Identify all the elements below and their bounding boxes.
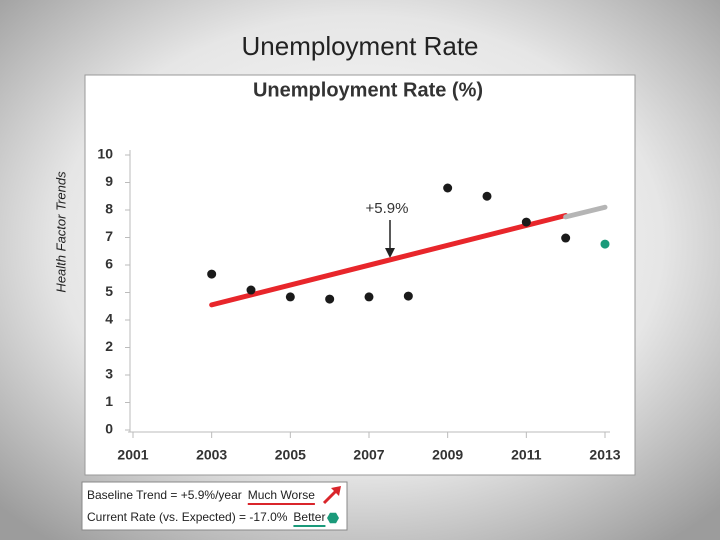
y-tick-label: 2 (105, 338, 113, 354)
x-tick-label: 2011 (511, 447, 542, 463)
side-label: Health Factor Trends (53, 171, 68, 293)
y-tick-label: 1 (105, 393, 113, 409)
key-icon (327, 512, 339, 524)
data-point (561, 233, 571, 243)
key-icon-head (331, 486, 341, 496)
data-point (207, 269, 217, 279)
data-point (325, 294, 335, 304)
y-tick-label: 3 (105, 366, 113, 382)
x-tick-label: 2003 (196, 447, 227, 463)
y-tick-label: 10 (97, 146, 113, 162)
slide-title: Unemployment Rate (242, 31, 479, 61)
x-tick-label: 2009 (432, 447, 463, 463)
key-rating: Better (293, 510, 325, 524)
x-tick-label: 2005 (275, 447, 306, 463)
chart-frame (84, 74, 636, 476)
key-icon (322, 488, 339, 505)
key-text: Baseline Trend = +5.9%/year (87, 488, 242, 502)
data-point (246, 285, 256, 295)
x-tick-label: 2007 (353, 447, 384, 463)
data-point (364, 292, 374, 302)
key-rating: Much Worse (248, 488, 315, 502)
trend-line (209, 213, 569, 308)
y-tick-label: 8 (105, 201, 113, 217)
key-text: Current Rate (vs. Expected) = -17.0% (87, 510, 288, 524)
y-tick-label: 9 (105, 173, 113, 189)
expected-point (600, 239, 610, 249)
annotation: +5.9% (366, 200, 409, 217)
data-point (482, 191, 492, 201)
x-tick-label: 2013 (589, 447, 620, 463)
y-tick-label: 7 (105, 228, 113, 244)
data-point (403, 291, 413, 301)
annotation-arrowhead (385, 248, 395, 258)
y-tick-label: 5 (105, 283, 113, 299)
x-tick-label: 2001 (117, 447, 148, 463)
y-tick-label: 6 (105, 256, 113, 272)
data-point (285, 292, 295, 302)
data-point (521, 217, 531, 227)
chart-title: Unemployment Rate (%) (253, 79, 483, 101)
y-tick-label: 4 (105, 311, 113, 327)
key-frame (81, 481, 348, 531)
data-point (443, 183, 453, 193)
projection-line (563, 204, 608, 220)
y-tick-label: 0 (105, 421, 113, 437)
key: Baseline Trend = +5.9%/year Much Worse Cur… (81, 481, 348, 531)
